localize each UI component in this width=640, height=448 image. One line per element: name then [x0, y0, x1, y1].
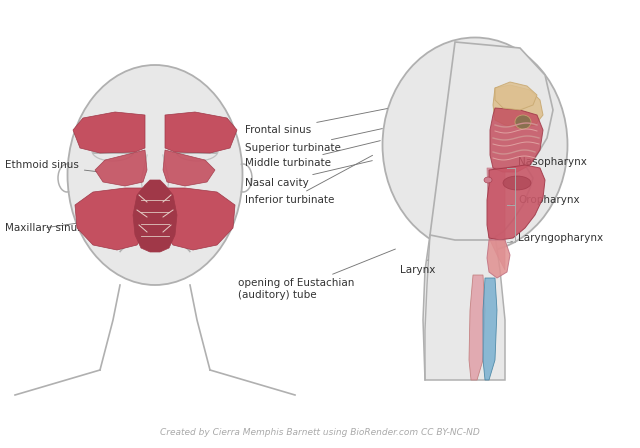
Polygon shape: [483, 278, 497, 380]
Text: Ethmoid sinus: Ethmoid sinus: [5, 160, 97, 172]
Text: Created by Cierra Memphis Barnett using BioRender.com CC BY-NC-ND: Created by Cierra Memphis Barnett using …: [160, 427, 480, 436]
Polygon shape: [75, 188, 145, 250]
Text: Nasal cavity: Nasal cavity: [245, 161, 372, 188]
Ellipse shape: [383, 38, 568, 253]
Ellipse shape: [503, 176, 531, 190]
Polygon shape: [133, 180, 177, 252]
Polygon shape: [73, 112, 145, 153]
Polygon shape: [487, 240, 510, 278]
Polygon shape: [493, 85, 543, 128]
Polygon shape: [430, 42, 553, 240]
Text: Larynx: Larynx: [400, 260, 435, 275]
Text: Frontal sinus: Frontal sinus: [245, 108, 387, 135]
Text: Middle turbinate: Middle turbinate: [245, 141, 380, 168]
Text: Nasopharynx: Nasopharynx: [511, 157, 587, 168]
Ellipse shape: [67, 65, 243, 285]
Polygon shape: [487, 168, 505, 270]
Ellipse shape: [515, 115, 531, 129]
Ellipse shape: [484, 177, 492, 183]
Polygon shape: [165, 112, 237, 153]
Text: Oropharynx: Oropharynx: [511, 195, 580, 205]
Text: opening of Eustachian
(auditory) tube: opening of Eustachian (auditory) tube: [238, 249, 396, 300]
Polygon shape: [165, 188, 235, 250]
Text: Superior turbinate: Superior turbinate: [245, 129, 382, 153]
Text: Inferior turbinate: Inferior turbinate: [245, 155, 372, 205]
Polygon shape: [487, 165, 545, 240]
Polygon shape: [469, 275, 485, 380]
Polygon shape: [95, 150, 147, 186]
Text: Laryngopharynx: Laryngopharynx: [511, 233, 603, 243]
Polygon shape: [495, 82, 537, 110]
Polygon shape: [490, 108, 543, 172]
Polygon shape: [163, 150, 215, 186]
Polygon shape: [423, 235, 505, 380]
Text: Maxillary sinus: Maxillary sinus: [5, 222, 83, 233]
